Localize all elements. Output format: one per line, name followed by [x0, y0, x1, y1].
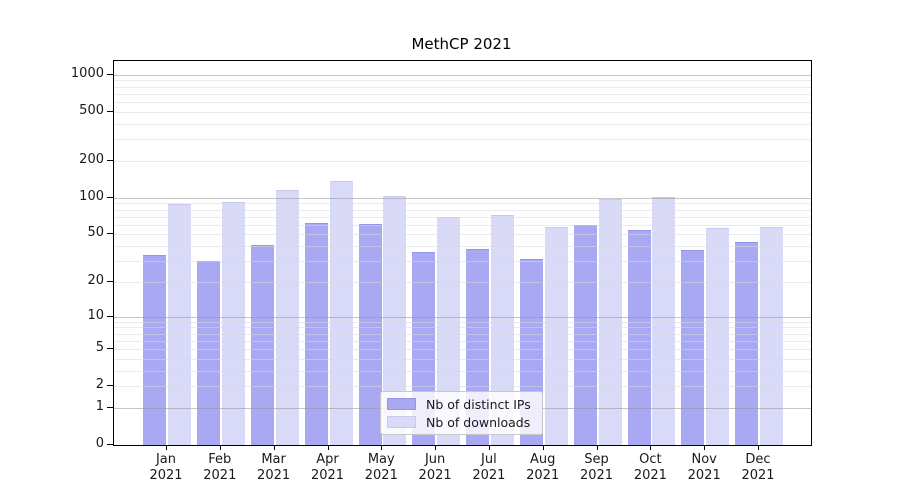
y-tick-label-1000: 1000 [70, 65, 104, 81]
gridline-90 [114, 203, 811, 205]
y-tick-label-100: 100 [79, 188, 104, 204]
bar-downloads-apr [329, 180, 353, 445]
y-tick-mark-500 [107, 110, 113, 112]
gridline-700 [114, 93, 811, 95]
legend-row-downloads: Nb of downloads [381, 415, 542, 430]
gridline-400 [114, 123, 811, 125]
x-tick-label-oct: Oct 2021 [633, 452, 667, 483]
x-tick-label-jul: Jul 2021 [472, 452, 506, 483]
bar-downloads-oct [652, 196, 676, 445]
bar-ips-sep [573, 224, 597, 445]
x-tick-mark-apr [327, 445, 329, 450]
y-tick-label-0: 0 [95, 436, 104, 451]
x-tick-mark-oct [650, 445, 652, 450]
x-tick-mark-aug [542, 445, 544, 450]
x-tick-mark-jan [166, 445, 167, 450]
gridline-80 [114, 209, 811, 211]
legend: Nb of distinct IPs Nb of downloads [380, 391, 543, 435]
y-tick-label-10: 10 [87, 307, 104, 323]
gridline-300 [114, 139, 811, 141]
bar-ips-jan [143, 254, 167, 445]
legend-swatch-distinct-ips [387, 398, 416, 410]
x-tick-label-sep: Sep 2021 [579, 452, 614, 483]
x-tick-label-dec: Dec 2021 [741, 452, 775, 483]
x-tick-label-may: May 2021 [364, 452, 398, 483]
bar-ips-mar [250, 244, 274, 445]
x-tick-label-mar: Mar 2021 [257, 452, 291, 483]
x-tick-label-jun: Jun 2021 [418, 452, 452, 483]
gridline-600 [114, 102, 811, 104]
y-tick-label-1: 1 [95, 398, 104, 414]
gridline-70 [114, 216, 811, 218]
gridline-60 [114, 224, 811, 226]
y-tick-mark-10 [107, 315, 113, 317]
bar-downloads-mar [275, 189, 299, 445]
y-tick-label-5: 5 [95, 340, 104, 355]
legend-row-distinct-ips: Nb of distinct IPs [381, 397, 542, 412]
x-tick-label-feb: Feb 2021 [203, 452, 237, 483]
x-tick-label-apr: Apr 2021 [310, 452, 345, 483]
x-tick-mark-feb [219, 445, 221, 450]
bar-ips-feb [197, 261, 220, 445]
bar-downloads-dec [760, 226, 783, 445]
y-tick-label-20: 20 [87, 272, 104, 288]
x-tick-mark-nov [704, 445, 706, 450]
y-tick-label-50: 50 [87, 225, 104, 241]
y-tick-label-500: 500 [79, 102, 104, 118]
gridline-500 [114, 111, 811, 113]
bar-ips-nov [681, 250, 705, 445]
bar-downloads-nov [706, 228, 730, 445]
bar-ips-may [358, 223, 382, 445]
x-tick-mark-jun [435, 445, 437, 450]
y-tick-mark-200 [107, 159, 113, 161]
y-tick-mark-20 [107, 280, 113, 282]
bar-downloads-sep [598, 199, 622, 445]
bar-ips-apr [304, 223, 328, 445]
plot-area [113, 60, 812, 446]
bar-downloads-feb [221, 202, 245, 445]
bar-downloads-jul [490, 215, 514, 445]
gridline-800 [114, 86, 811, 88]
y-tick-mark-1 [107, 406, 113, 408]
legend-swatch-downloads [387, 416, 416, 428]
x-tick-mark-dec [758, 445, 759, 450]
x-tick-label-jan: Jan 2021 [149, 452, 183, 483]
y-tick-mark-2 [107, 385, 113, 387]
y-tick-mark-100 [107, 196, 113, 198]
x-tick-mark-jul [488, 445, 490, 450]
x-tick-mark-may [381, 445, 383, 450]
gridline-900 [114, 80, 811, 82]
bar-downloads-jan [168, 204, 191, 445]
y-tick-mark-5 [107, 348, 113, 349]
legend-label-distinct-ips: Nb of distinct IPs [426, 396, 531, 412]
bar-downloads-may [383, 195, 407, 445]
bar-downloads-jun [437, 217, 461, 445]
y-tick-label-200: 200 [79, 151, 104, 167]
x-tick-label-aug: Aug 2021 [526, 452, 560, 483]
chart-title: MethCP 2021 [411, 35, 512, 53]
legend-label-downloads: Nb of downloads [426, 414, 531, 430]
x-tick-mark-mar [273, 445, 275, 450]
y-tick-mark-50 [107, 233, 113, 235]
y-tick-mark-1000 [107, 73, 113, 75]
x-tick-mark-sep [596, 445, 598, 450]
bar-downloads-aug [544, 227, 568, 445]
x-tick-label-nov: Nov 2021 [687, 452, 721, 483]
bar-ips-oct [627, 230, 651, 445]
bar-ips-dec [735, 242, 759, 445]
gridline-200 [114, 160, 811, 162]
y-tick-label-2: 2 [95, 377, 104, 393]
gridline-100 [114, 197, 811, 199]
gridline-1000 [114, 74, 811, 76]
y-tick-mark-0 [107, 444, 113, 445]
